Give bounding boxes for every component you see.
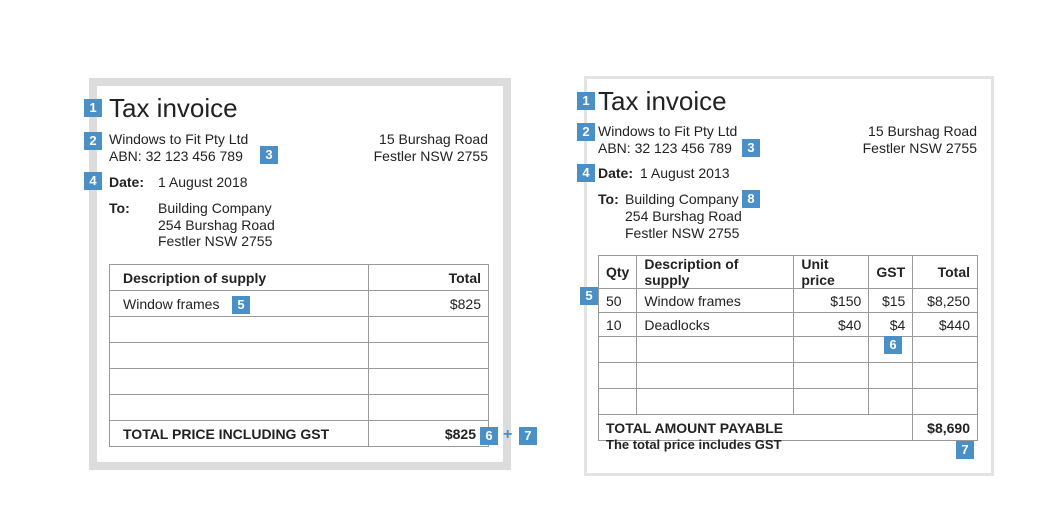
plus-connector: + xyxy=(503,426,513,443)
footer-label: TOTAL PRICE INCLUDING GST xyxy=(109,420,369,447)
table-footer-row: TOTAL AMOUNT PAYABLE $8,690 xyxy=(597,414,978,441)
row-2-total: $440 xyxy=(912,312,978,337)
badge-8-right: 8 xyxy=(742,190,760,208)
table-row: 10 Deadlocks $40 $4 $440 xyxy=(597,312,978,337)
header-gst: GST xyxy=(868,255,914,289)
row-total: $825 xyxy=(368,290,489,317)
left-date-label: Date: xyxy=(109,174,145,190)
left-to-label: To: xyxy=(109,200,130,216)
right-address-line1: 15 Burshag Road xyxy=(868,123,977,139)
header-total: Total xyxy=(368,264,489,291)
table-header-row: Description of supply Total xyxy=(109,264,489,291)
badge-7-right: 7 xyxy=(956,441,974,459)
badge-6-left: 6 xyxy=(480,427,498,445)
table-row-empty xyxy=(109,316,489,343)
right-to-line-3: Festler NSW 2755 xyxy=(625,225,740,241)
table-row: Window frames $825 xyxy=(109,290,489,317)
header-description: Description of supply xyxy=(636,255,795,289)
badge-1-left: 1 xyxy=(84,99,102,117)
right-note: The total price includes GST xyxy=(606,437,782,452)
header-description: Description of supply xyxy=(109,264,369,291)
right-abn: ABN: 32 123 456 789 xyxy=(598,140,732,156)
badge-5-right: 5 xyxy=(580,287,598,305)
row-1-total: $8,250 xyxy=(912,288,978,313)
badge-3-left: 3 xyxy=(260,146,278,164)
left-abn: ABN: 32 123 456 789 xyxy=(109,148,243,164)
table-row-empty xyxy=(597,362,978,389)
table-row: 50 Window frames $150 $15 $8,250 xyxy=(597,288,978,313)
header-total: Total xyxy=(912,255,978,289)
footer-total: $825 xyxy=(368,420,489,447)
left-to-line-2: 254 Burshag Road xyxy=(158,217,275,233)
row-1-unit-price: $150 xyxy=(793,288,870,313)
row-2-qty: 10 xyxy=(597,312,638,337)
left-to-line-3: Festler NSW 2755 xyxy=(158,233,273,249)
header-unit-price: Unit price xyxy=(793,255,870,289)
right-to-line-1: Building Company xyxy=(625,191,739,207)
header-qty: Qty xyxy=(597,255,638,289)
badge-3-right: 3 xyxy=(742,139,760,157)
row-1-description: Window frames xyxy=(636,288,795,313)
right-invoice-table: Qty Description of supply Unit price GST… xyxy=(597,255,978,441)
right-company: Windows to Fit Pty Ltd xyxy=(598,123,738,139)
badge-2-right: 2 xyxy=(577,123,595,141)
table-header-row: Qty Description of supply Unit price GST… xyxy=(597,255,978,289)
left-address-line2: Festler NSW 2755 xyxy=(373,148,488,164)
badge-4-right: 4 xyxy=(577,164,595,182)
badge-2-left: 2 xyxy=(84,132,102,150)
right-date-label: Date: xyxy=(598,165,634,181)
table-row-empty xyxy=(109,394,489,421)
row-2-unit-price: $40 xyxy=(793,312,870,337)
table-row-empty xyxy=(109,368,489,395)
right-to-line-2: 254 Burshag Road xyxy=(625,208,742,224)
right-to-label: To: xyxy=(598,191,619,207)
left-date-value: 1 August 2018 xyxy=(158,174,248,190)
row-2-gst: $4 xyxy=(868,312,914,337)
left-address-line1: 15 Burshag Road xyxy=(379,131,488,147)
right-title: Tax invoice xyxy=(598,86,727,116)
badge-6-right: 6 xyxy=(884,336,902,354)
table-row-empty xyxy=(109,342,489,369)
right-address-line2: Festler NSW 2755 xyxy=(862,140,977,156)
badge-5-left: 5 xyxy=(232,296,250,314)
row-1-gst: $15 xyxy=(868,288,914,313)
right-date-value: 1 August 2013 xyxy=(640,165,730,181)
table-footer-row: TOTAL PRICE INCLUDING GST $825 xyxy=(109,420,489,447)
badge-7-left: 7 xyxy=(519,427,537,445)
footer-label: TOTAL AMOUNT PAYABLE xyxy=(597,414,914,441)
left-invoice-table: Description of supply Total Window frame… xyxy=(109,264,489,447)
badge-1-right: 1 xyxy=(577,92,595,110)
table-row-empty xyxy=(597,388,978,415)
row-2-description: Deadlocks xyxy=(636,312,795,337)
footer-total: $8,690 xyxy=(912,414,978,441)
left-to-line-1: Building Company xyxy=(158,200,272,216)
left-title: Tax invoice xyxy=(109,93,238,123)
badge-4-left: 4 xyxy=(84,172,102,190)
table-row-empty xyxy=(597,336,978,363)
left-company: Windows to Fit Pty Ltd xyxy=(109,131,249,147)
row-1-qty: 50 xyxy=(597,288,638,313)
